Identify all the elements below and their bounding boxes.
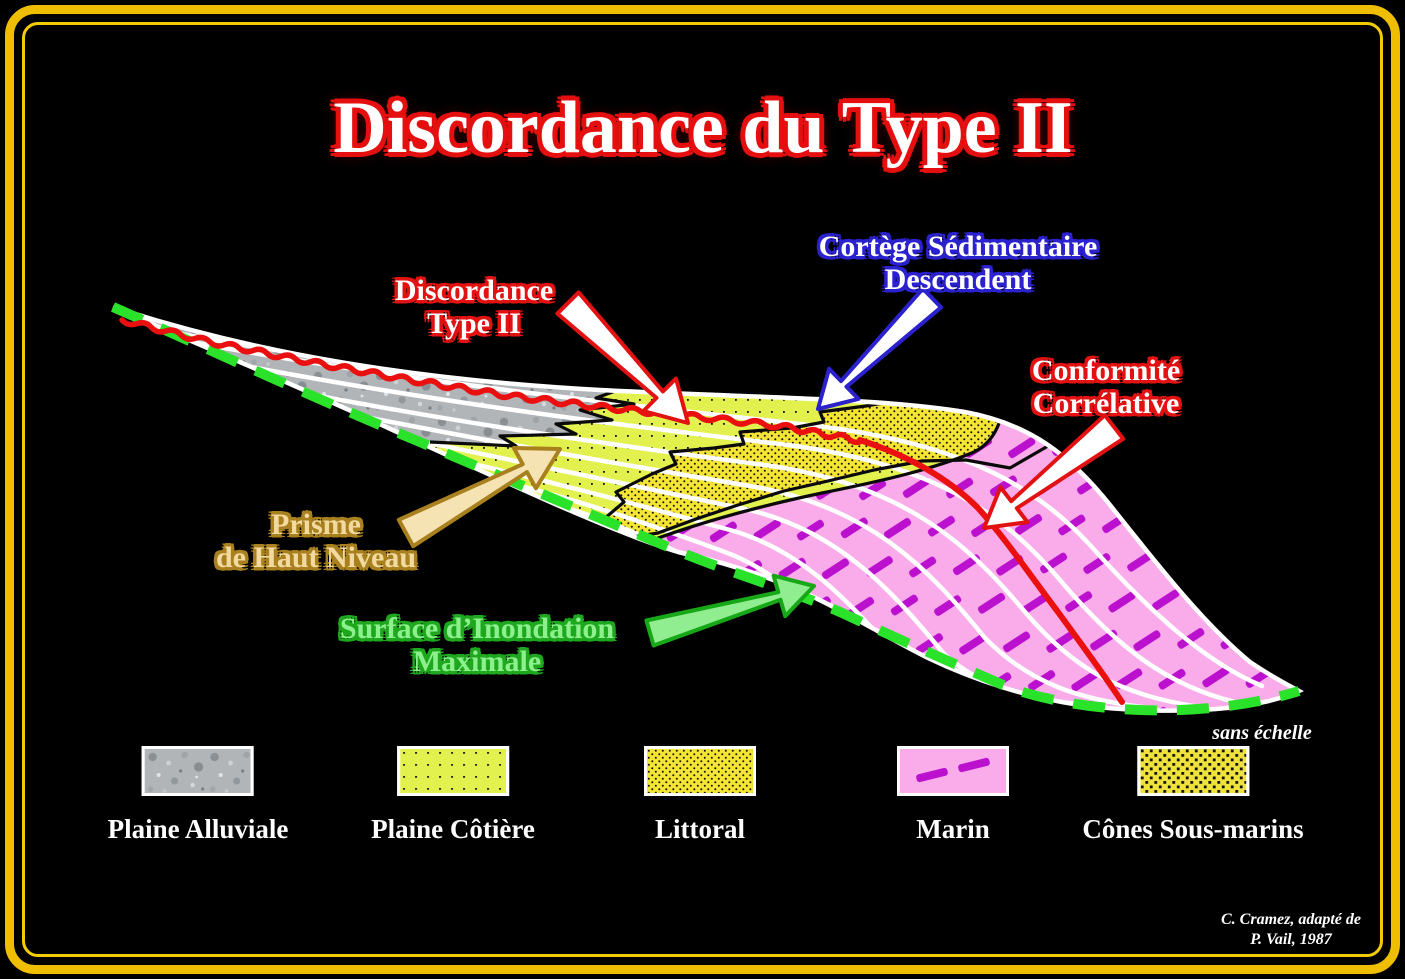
label-line: Maximale <box>412 645 542 678</box>
label-line: Corrélative <box>1032 387 1180 420</box>
credit-line: C. Cramez, adapté de <box>1221 911 1361 928</box>
label-line: Surface d’Inondation <box>339 612 615 645</box>
label-line: Prisme <box>271 508 361 541</box>
label-line: de Haut Niveau <box>215 541 417 574</box>
correlative-conformity-line <box>857 437 1125 705</box>
type-ii-unconformity-wavy-line <box>119 317 865 446</box>
label-prisme-de-haut-niveau: Prisme de Haut Niveau <box>216 508 416 574</box>
label-line: Cortège Sédimentaire <box>818 230 1098 263</box>
credit-note: C. Cramez, adapté de P. Vail, 1987 <box>1221 910 1361 950</box>
label-surface-inondation-maximale: Surface d’Inondation Maximale <box>340 612 614 678</box>
label-conformite-correlative: Conformité Corrélative <box>1032 354 1180 420</box>
credit-line: P. Vail, 1987 <box>1250 931 1332 948</box>
discordance-arrow <box>555 290 690 425</box>
surface-arrow <box>644 573 816 648</box>
label-line: Discordance <box>394 274 554 307</box>
label-cortege-sedimentaire-descendent: Cortège Sédimentaire Descendent <box>819 230 1098 296</box>
label-line: Descendent <box>884 263 1032 296</box>
prisme-arrow <box>396 446 562 549</box>
label-line: Type II <box>427 307 521 340</box>
label-discordance-type-ii: Discordance Type II <box>395 274 553 340</box>
diagram-title: Discordance du Type II <box>333 87 1073 169</box>
annotation-arrows <box>396 286 1126 648</box>
deposit-body-regions <box>113 307 1299 711</box>
scale-note: sans échelle <box>1212 722 1312 744</box>
cortege-arrow <box>816 286 944 411</box>
conformite-arrow <box>982 413 1126 530</box>
label-line: Conformité <box>1031 354 1181 387</box>
